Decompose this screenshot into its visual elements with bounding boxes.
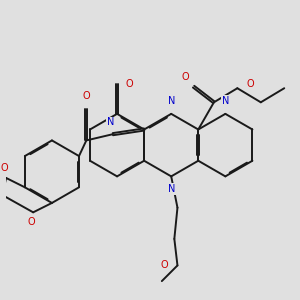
Text: O: O: [126, 79, 134, 89]
Text: N: N: [107, 118, 115, 128]
Text: O: O: [27, 217, 35, 227]
Text: O: O: [182, 72, 190, 82]
Text: O: O: [161, 260, 169, 271]
Text: O: O: [82, 92, 90, 101]
Text: N: N: [222, 96, 229, 106]
Text: O: O: [246, 79, 254, 89]
Text: O: O: [0, 163, 8, 173]
Text: N: N: [167, 96, 175, 106]
Text: N: N: [167, 184, 175, 194]
